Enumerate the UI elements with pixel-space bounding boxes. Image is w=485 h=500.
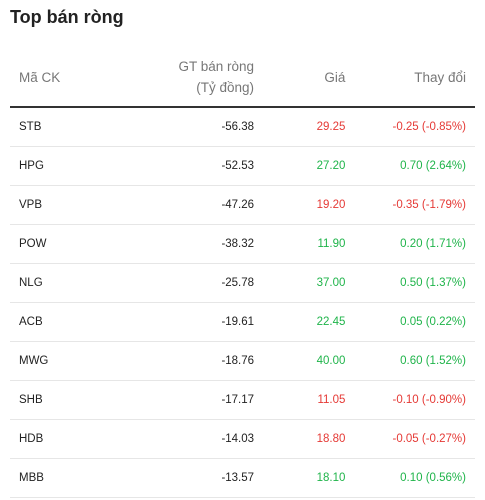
header-value-line2: (Tỷ đồng)	[196, 80, 255, 95]
price: 22.45	[316, 316, 346, 328]
stock-code[interactable]: POW	[19, 238, 47, 250]
net-sell-value: -18.76	[221, 355, 255, 367]
price: 40.00	[316, 355, 346, 367]
net-sell-value: -56.38	[221, 121, 255, 133]
price: 11.05	[317, 394, 346, 406]
price: 19.20	[316, 199, 346, 211]
price: 29.25	[316, 121, 346, 133]
price-change: -0.05 (-0.27%)	[392, 433, 466, 445]
net-sell-value: -19.61	[221, 316, 255, 328]
net-sell-value: -47.26	[221, 199, 255, 211]
header-change[interactable]: Thay đổi	[414, 69, 466, 85]
price-change: 0.60 (1.52%)	[400, 355, 466, 367]
table-row[interactable]: MWG -18.76 40.00 0.60 (1.52%)	[10, 342, 475, 381]
stock-code[interactable]: HPG	[19, 160, 44, 172]
page-title: Top bán ròng	[10, 7, 124, 27]
price: 27.20	[316, 160, 346, 172]
stock-code[interactable]: MWG	[19, 355, 49, 367]
net-sell-value: -52.53	[221, 160, 255, 172]
stock-code[interactable]: MBB	[19, 472, 44, 484]
table-row[interactable]: MBB -13.57 18.10 0.10 (0.56%)	[10, 459, 475, 498]
price-change: 0.10 (0.56%)	[400, 472, 466, 484]
header-net-sell-value[interactable]: GT bán ròng (Tỷ đồng)	[134, 48, 254, 107]
table-body: STB -56.38 29.25 -0.25 (-0.85%) HPG -52.53 27.…	[10, 107, 475, 498]
table-row[interactable]: NLG -25.78 37.00 0.50 (1.37%)	[10, 264, 475, 303]
net-sell-value: -38.32	[221, 238, 255, 250]
price-change: -0.25 (-0.85%)	[392, 121, 466, 133]
header-code[interactable]: Mã CK	[19, 69, 61, 85]
table-row[interactable]: SHB -17.17 11.05 -0.10 (-0.90%)	[10, 381, 475, 420]
stock-code[interactable]: ACB	[19, 316, 43, 328]
price-change: 0.05 (0.22%)	[400, 316, 466, 328]
net-sell-value: -17.17	[221, 394, 255, 406]
price-change: -0.35 (-1.79%)	[392, 199, 466, 211]
price: 18.10	[316, 472, 346, 484]
net-sell-value: -25.78	[221, 277, 255, 289]
price-change: -0.10 (-0.90%)	[392, 394, 466, 406]
header-price[interactable]: Giá	[324, 69, 346, 85]
stock-code[interactable]: VPB	[19, 199, 43, 211]
stock-code[interactable]: STB	[19, 121, 42, 133]
stock-code[interactable]: NLG	[19, 277, 43, 289]
table-row[interactable]: ACB -19.61 22.45 0.05 (0.22%)	[10, 303, 475, 342]
stock-code[interactable]: SHB	[19, 394, 43, 406]
net-sell-value: -13.57	[221, 472, 255, 484]
table-row[interactable]: HDB -14.03 18.80 -0.05 (-0.27%)	[10, 420, 475, 459]
net-sell-table: Mã CK GT bán ròng (Tỷ đồng) Giá Thay đổi…	[10, 48, 475, 498]
price: 37.00	[316, 277, 346, 289]
table-row[interactable]: POW -38.32 11.90 0.20 (1.71%)	[10, 225, 475, 264]
price: 11.90	[317, 238, 346, 250]
table-row[interactable]: VPB -47.26 19.20 -0.35 (-1.79%)	[10, 186, 475, 225]
stock-code[interactable]: HDB	[19, 433, 44, 445]
table-header-row: Mã CK GT bán ròng (Tỷ đồng) Giá Thay đổi	[10, 48, 475, 107]
header-value-line1: GT bán ròng	[178, 59, 255, 74]
price-change: 0.20 (1.71%)	[400, 238, 466, 250]
price: 18.80	[316, 433, 346, 445]
price-change: 0.50 (1.37%)	[400, 277, 466, 289]
price-change: 0.70 (2.64%)	[400, 160, 466, 172]
table-row[interactable]: HPG -52.53 27.20 0.70 (2.64%)	[10, 147, 475, 186]
net-sell-value: -14.03	[221, 433, 255, 445]
table-row[interactable]: STB -56.38 29.25 -0.25 (-0.85%)	[10, 107, 475, 147]
